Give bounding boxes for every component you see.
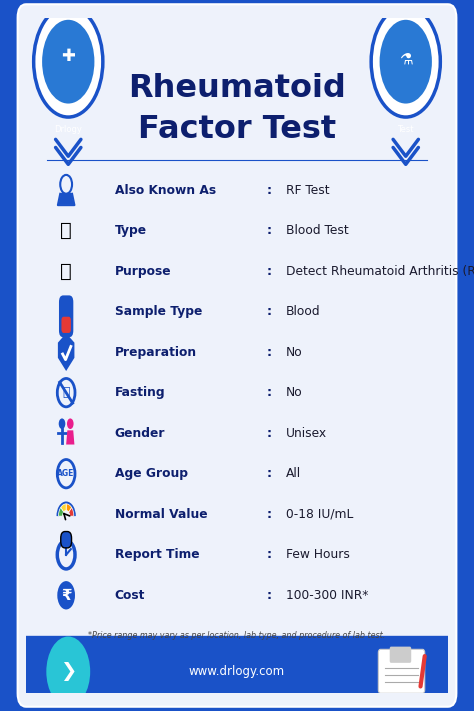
Text: :: : <box>266 183 271 196</box>
Text: :: : <box>266 386 271 399</box>
Circle shape <box>42 20 94 104</box>
Text: Preparation: Preparation <box>115 346 197 358</box>
Text: ✚: ✚ <box>61 47 75 65</box>
Text: :: : <box>266 508 271 520</box>
Text: 🔬: 🔬 <box>60 221 72 240</box>
Text: Blood Test: Blood Test <box>285 224 348 237</box>
Text: Factor Test: Factor Test <box>138 114 336 145</box>
Text: ❯: ❯ <box>60 662 76 681</box>
Text: :: : <box>266 346 271 358</box>
Text: Purpose: Purpose <box>115 264 171 277</box>
Text: Report Time: Report Time <box>115 548 199 561</box>
Wedge shape <box>61 504 66 512</box>
FancyBboxPatch shape <box>18 636 456 707</box>
Text: Rheumatoid: Rheumatoid <box>128 73 346 105</box>
FancyBboxPatch shape <box>62 316 71 333</box>
Text: No: No <box>285 346 302 358</box>
Polygon shape <box>66 430 74 444</box>
Text: :: : <box>266 427 271 439</box>
Text: :: : <box>266 305 271 318</box>
Wedge shape <box>66 504 72 512</box>
Text: AGE: AGE <box>57 469 75 479</box>
Text: Fasting: Fasting <box>115 386 165 399</box>
Wedge shape <box>58 508 64 516</box>
FancyBboxPatch shape <box>378 649 425 693</box>
Text: Drlogy: Drlogy <box>55 124 82 134</box>
Text: ₹: ₹ <box>61 588 72 603</box>
Text: Few Hours: Few Hours <box>285 548 349 561</box>
Circle shape <box>380 20 432 104</box>
Text: Unisex: Unisex <box>285 427 327 439</box>
Text: Gender: Gender <box>115 427 165 439</box>
Text: Age Group: Age Group <box>115 467 188 480</box>
Text: :: : <box>266 467 271 480</box>
FancyBboxPatch shape <box>390 646 411 663</box>
Text: ⚗: ⚗ <box>399 51 412 66</box>
Polygon shape <box>58 193 74 205</box>
Text: Blood: Blood <box>285 305 320 318</box>
Text: Type: Type <box>115 224 147 237</box>
Text: :: : <box>266 264 271 277</box>
Text: Sample Type: Sample Type <box>115 305 202 318</box>
Text: Detect Rheumatoid Arthritis (RA): Detect Rheumatoid Arthritis (RA) <box>285 264 474 277</box>
Text: Cost: Cost <box>115 589 145 602</box>
Text: www.drlogy.com: www.drlogy.com <box>189 665 285 678</box>
FancyBboxPatch shape <box>18 4 456 707</box>
Circle shape <box>59 419 65 429</box>
Text: Also Known As: Also Known As <box>115 183 216 196</box>
Text: All: All <box>285 467 301 480</box>
Polygon shape <box>58 333 74 371</box>
FancyBboxPatch shape <box>59 295 73 337</box>
Text: :: : <box>266 224 271 237</box>
Circle shape <box>34 6 103 117</box>
Circle shape <box>371 6 440 117</box>
Circle shape <box>67 419 73 429</box>
Text: Normal Value: Normal Value <box>115 508 207 520</box>
Text: Test: Test <box>398 124 414 134</box>
Text: 100-300 INR*: 100-300 INR* <box>285 589 368 602</box>
Text: :: : <box>266 589 271 602</box>
Text: 🍴: 🍴 <box>63 386 70 399</box>
Circle shape <box>57 581 75 609</box>
Wedge shape <box>69 508 74 516</box>
Text: No: No <box>285 386 302 399</box>
Circle shape <box>46 636 90 707</box>
Text: 0-18 IU/mL: 0-18 IU/mL <box>285 508 353 520</box>
FancyBboxPatch shape <box>61 532 72 548</box>
Text: 💡: 💡 <box>60 262 72 281</box>
Text: *Price range may vary as per location, lab type, and procedure of lab test.: *Price range may vary as per location, l… <box>88 631 386 641</box>
Text: RF Test: RF Test <box>285 183 329 196</box>
Text: :: : <box>266 548 271 561</box>
